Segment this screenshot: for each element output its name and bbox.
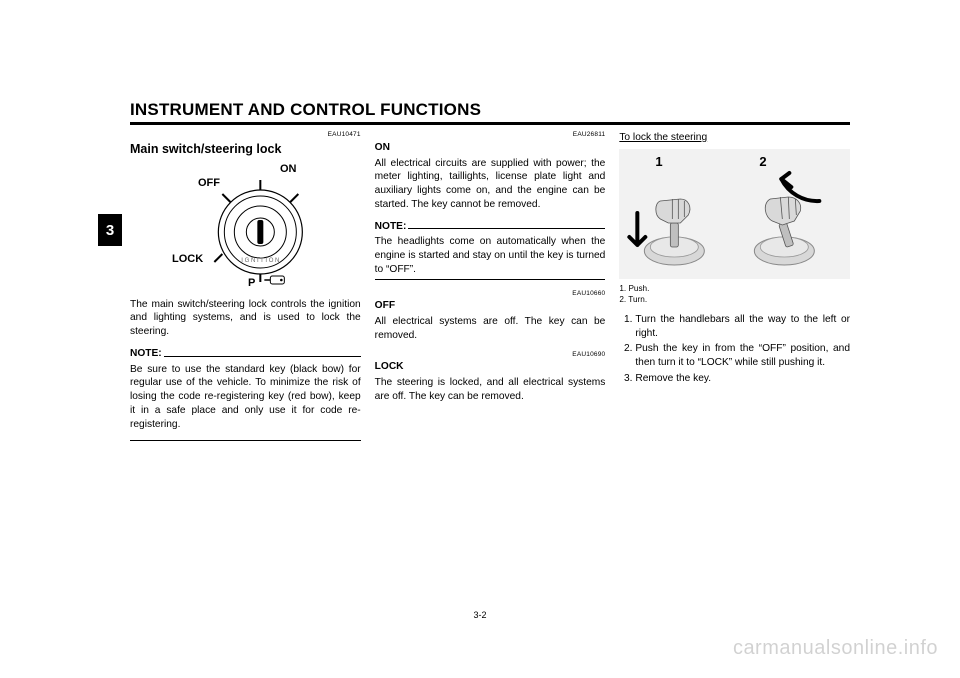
note-heading: NOTE: — [375, 220, 606, 234]
page-title: INSTRUMENT AND CONTROL FUNCTIONS — [130, 100, 850, 120]
switch-icon: I G N I T I O N — [130, 162, 361, 292]
switch-label-p: P — [248, 276, 255, 291]
list-item: Turn the handlebars all the way to the l… — [635, 313, 850, 341]
column-1: EAU10471 Main switch/steering lock — [130, 131, 361, 451]
note-heading: NOTE: — [130, 347, 361, 361]
note-rule — [164, 351, 361, 357]
switch-label-off: OFF — [198, 176, 220, 191]
caption-line-1: 1. Push. — [619, 283, 850, 294]
figure-caption: 1. Push. 2. Turn. — [619, 283, 850, 305]
svg-text:I G N I T I O N: I G N I T I O N — [241, 258, 279, 264]
steps-list: Turn the handlebars all the way to the l… — [619, 313, 850, 386]
ref-code: EAU26811 — [375, 131, 606, 140]
list-item: Push the key in from the “OFF” position,… — [635, 342, 850, 370]
paragraph: The main switch/steering lock controls t… — [130, 298, 361, 339]
watermark: carmanualsonline.info — [733, 637, 938, 660]
note-label: NOTE: — [130, 347, 162, 361]
column-3: To lock the steering — [619, 131, 850, 451]
paragraph: All electrical circuits are supplied wit… — [375, 157, 606, 212]
section-title: Main switch/steering lock — [130, 141, 361, 158]
columns: EAU10471 Main switch/steering lock — [130, 131, 850, 451]
switch-label-on: ON — [280, 162, 297, 177]
subheading-lock-steering: To lock the steering — [619, 131, 850, 145]
page-body: INSTRUMENT AND CONTROL FUNCTIONS EAU1047… — [130, 100, 850, 600]
figure-number-1: 1 — [655, 153, 662, 171]
switch-label-lock: LOCK — [172, 252, 203, 267]
figure-number-2: 2 — [759, 153, 766, 171]
ref-code: EAU10690 — [375, 351, 606, 360]
ref-code: EAU10660 — [375, 290, 606, 299]
subheading-on: ON — [375, 141, 606, 155]
paragraph: All electrical systems are off. The key … — [375, 315, 606, 343]
switch-diagram: I G N I T I O N ON OFF LOCK P — [130, 162, 361, 292]
note-body: Be sure to use the standard key (black b… — [130, 363, 361, 432]
ref-code: EAU10471 — [130, 131, 361, 140]
end-rule — [375, 279, 606, 280]
list-item: Remove the key. — [635, 372, 850, 386]
end-rule — [130, 440, 361, 441]
column-2: EAU26811 ON All electrical circuits are … — [375, 131, 606, 451]
subheading-lock: LOCK — [375, 360, 606, 374]
subheading-off: OFF — [375, 299, 606, 313]
paragraph: The steering is locked, and all electric… — [375, 376, 606, 404]
page-header: INSTRUMENT AND CONTROL FUNCTIONS — [130, 100, 850, 125]
note-rule — [408, 223, 605, 229]
caption-line-2: 2. Turn. — [619, 294, 850, 305]
note-label: NOTE: — [375, 220, 407, 234]
lock-steps-icon — [619, 149, 850, 279]
page-number: 3-2 — [0, 610, 960, 620]
note-body: The headlights come on automatically whe… — [375, 235, 606, 276]
lock-figure: 1 2 — [619, 149, 850, 279]
section-tab: 3 — [98, 214, 122, 246]
